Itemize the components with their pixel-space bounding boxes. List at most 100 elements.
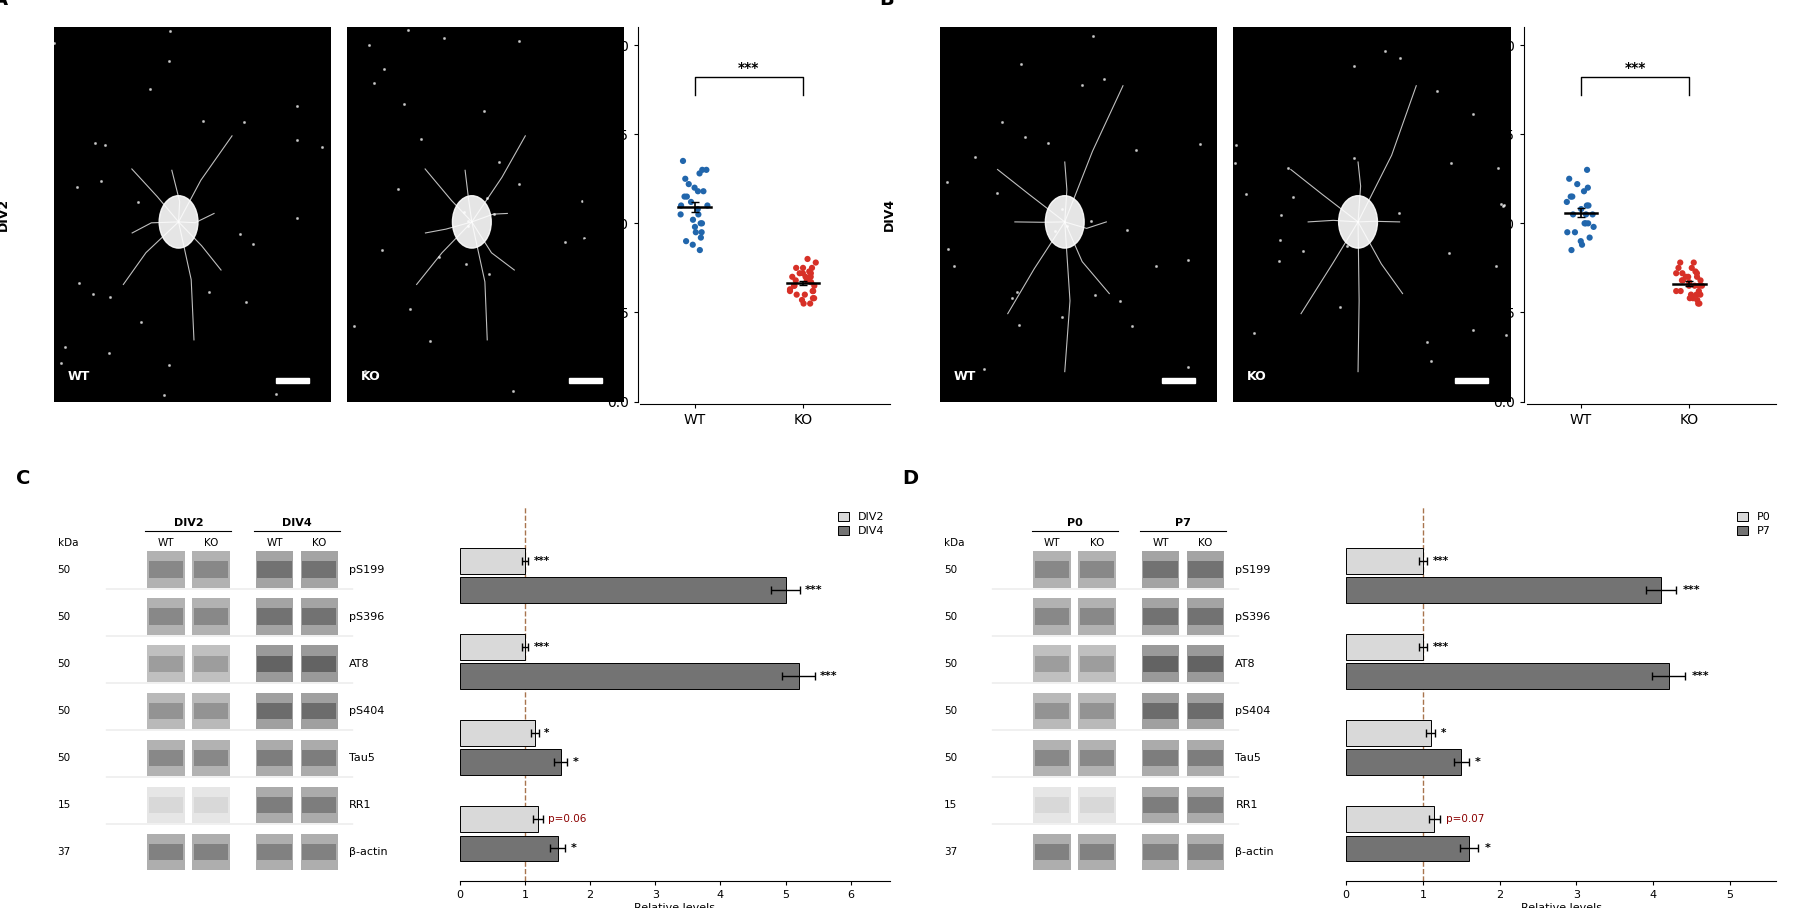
Point xyxy=(671,172,700,186)
Bar xyxy=(1143,693,1179,729)
Point xyxy=(960,150,988,164)
Text: WT: WT xyxy=(1044,538,1060,548)
Text: 50: 50 xyxy=(57,659,70,669)
Point xyxy=(484,154,513,169)
Text: DIV4: DIV4 xyxy=(282,518,312,528)
Point xyxy=(1231,187,1259,202)
Bar xyxy=(1188,598,1224,635)
Point xyxy=(231,295,260,310)
Text: Tau5: Tau5 xyxy=(350,753,375,763)
Point xyxy=(676,194,705,209)
Text: D: D xyxy=(902,469,919,488)
Point xyxy=(425,250,454,264)
Point xyxy=(1573,216,1602,231)
Bar xyxy=(1188,608,1224,625)
Point xyxy=(1076,213,1105,228)
Point xyxy=(1267,208,1295,222)
Point xyxy=(50,340,79,354)
Y-axis label: Relative axon length
(A.U.): Relative axon length (A.U.) xyxy=(583,157,605,271)
Bar xyxy=(1188,693,1224,729)
Point xyxy=(680,181,709,195)
Bar xyxy=(459,548,526,574)
Text: 50: 50 xyxy=(944,612,956,622)
Text: DIV2: DIV2 xyxy=(0,198,9,231)
Point xyxy=(1222,137,1250,152)
Text: RR1: RR1 xyxy=(1236,800,1258,810)
Point xyxy=(454,219,483,233)
Point xyxy=(309,140,337,154)
Bar xyxy=(1188,844,1224,860)
Bar xyxy=(1078,646,1116,682)
Text: pS199: pS199 xyxy=(350,565,384,575)
Point xyxy=(389,97,418,112)
Text: ***: *** xyxy=(1692,671,1710,681)
Bar xyxy=(1188,656,1224,672)
Bar xyxy=(1035,656,1069,672)
Point xyxy=(431,31,459,45)
Point xyxy=(684,202,712,216)
Bar xyxy=(1035,750,1069,766)
Bar xyxy=(257,844,292,860)
Text: 50: 50 xyxy=(944,753,956,763)
Text: ***: *** xyxy=(1433,556,1450,566)
Text: p=0.07: p=0.07 xyxy=(1446,814,1484,824)
Point xyxy=(287,374,316,389)
Bar xyxy=(1078,740,1116,776)
Point xyxy=(775,284,804,299)
Text: *: * xyxy=(572,757,578,767)
Bar xyxy=(149,703,183,719)
Bar xyxy=(1346,749,1462,775)
Bar xyxy=(149,656,183,672)
Point xyxy=(239,237,267,252)
Text: 50: 50 xyxy=(944,706,956,716)
Bar xyxy=(1080,750,1114,766)
Legend: P0, P7: P0, P7 xyxy=(1737,512,1771,537)
Point xyxy=(1265,253,1293,268)
Point xyxy=(800,291,829,305)
Point xyxy=(682,225,710,240)
Text: C: C xyxy=(16,469,30,488)
Point xyxy=(1003,285,1032,300)
Point xyxy=(283,133,312,147)
Point xyxy=(667,198,696,212)
Point xyxy=(479,207,508,222)
Point xyxy=(666,207,694,222)
Point xyxy=(797,270,825,284)
Point xyxy=(673,190,701,204)
Point xyxy=(416,333,445,348)
Point xyxy=(1417,354,1446,369)
Point xyxy=(1676,279,1704,293)
Point xyxy=(684,184,712,199)
Point xyxy=(1677,287,1706,301)
Point xyxy=(63,180,91,194)
Point xyxy=(39,35,68,50)
Point xyxy=(798,261,827,275)
Point xyxy=(791,287,820,301)
Point xyxy=(687,216,716,231)
Point xyxy=(1677,261,1706,275)
Circle shape xyxy=(160,196,197,248)
Point xyxy=(226,227,255,242)
Circle shape xyxy=(1046,196,1084,248)
Bar xyxy=(301,796,337,814)
Point xyxy=(1688,279,1717,293)
Point xyxy=(1491,327,1520,341)
Bar xyxy=(257,551,292,588)
Bar xyxy=(194,796,228,814)
Point xyxy=(1220,155,1249,170)
Point xyxy=(79,287,108,301)
Point xyxy=(969,361,997,376)
Point xyxy=(1555,172,1584,186)
Point xyxy=(669,153,698,168)
Point xyxy=(671,234,700,249)
Point xyxy=(1676,275,1704,290)
Bar xyxy=(1143,598,1179,635)
Bar xyxy=(301,786,337,824)
Point xyxy=(1676,291,1704,305)
Bar xyxy=(1143,796,1179,814)
Point xyxy=(685,242,714,257)
Bar xyxy=(147,786,185,824)
Text: 15: 15 xyxy=(944,800,956,810)
Bar xyxy=(1143,561,1179,578)
Text: WT: WT xyxy=(158,538,174,548)
